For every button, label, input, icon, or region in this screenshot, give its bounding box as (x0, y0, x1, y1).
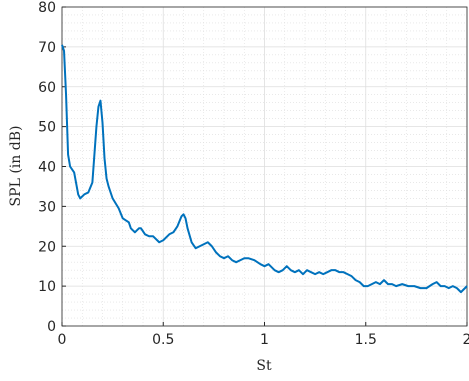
y-axis-label: SPL (in dB) (8, 126, 24, 207)
y-tick-label: 20 (38, 239, 56, 255)
x-tick-label: 0 (58, 332, 67, 348)
y-tick-label: 30 (38, 199, 56, 215)
y-tick-label: 80 (38, 0, 56, 16)
x-axis-label: St (256, 358, 272, 374)
x-tick-label: 2 (463, 332, 469, 348)
x-tick-label: 0.5 (152, 332, 174, 348)
y-tick-label: 40 (38, 160, 56, 176)
axes-box (61, 6, 468, 327)
x-tick-label: 1 (260, 332, 269, 348)
data-line (61, 44, 468, 294)
y-tick-label: 60 (38, 80, 56, 96)
y-tick-label: 50 (38, 120, 56, 136)
y-tick-label: 10 (38, 279, 56, 295)
x-tick-label: 1.5 (355, 332, 377, 348)
y-tick-label: 70 (38, 40, 56, 56)
y-tick-label: 0 (47, 319, 56, 335)
